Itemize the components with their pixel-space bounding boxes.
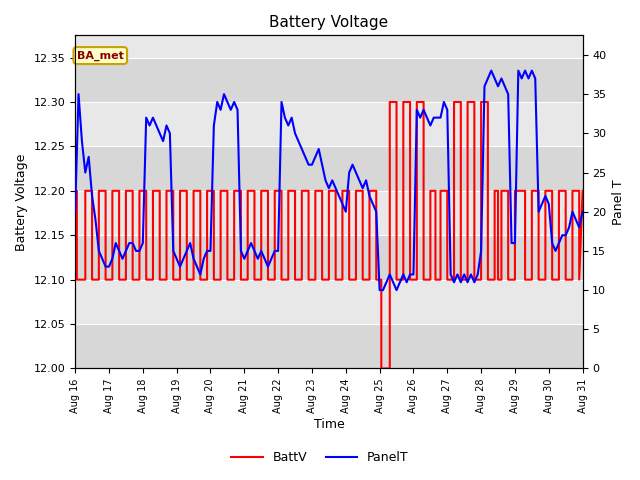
PanelT [396, 279, 404, 285]
Text: BA_met: BA_met [77, 50, 124, 60]
Title: Battery Voltage: Battery Voltage [269, 15, 388, 30]
Bar [75, 324, 582, 369]
Line: BattV: BattV [75, 102, 582, 369]
PanelT [251, 248, 259, 254]
BattV [511, 277, 519, 283]
Y-axis label: Battery Voltage: Battery Voltage [15, 153, 28, 251]
Bar [75, 146, 582, 191]
Bar [75, 58, 582, 102]
PanelT [383, 279, 390, 285]
BattV [251, 188, 259, 194]
PanelT [71, 209, 79, 215]
X-axis label: Time: Time [314, 419, 344, 432]
BattV [71, 188, 79, 194]
Y-axis label: Panel T: Panel T [612, 179, 625, 225]
PanelT [430, 115, 438, 120]
BattV [494, 188, 502, 194]
PanelT [376, 287, 383, 293]
PanelT [318, 162, 326, 168]
BattV [251, 277, 259, 283]
PanelT [579, 209, 586, 215]
PanelT [488, 68, 495, 73]
Legend: BattV, PanelT: BattV, PanelT [227, 446, 413, 469]
Bar [75, 235, 582, 280]
Line: PanelT: PanelT [75, 71, 582, 290]
BattV [457, 277, 465, 283]
BattV [406, 99, 414, 105]
PanelT [575, 225, 583, 230]
BattV [579, 188, 586, 194]
BattV [386, 99, 394, 105]
BattV [378, 366, 385, 372]
